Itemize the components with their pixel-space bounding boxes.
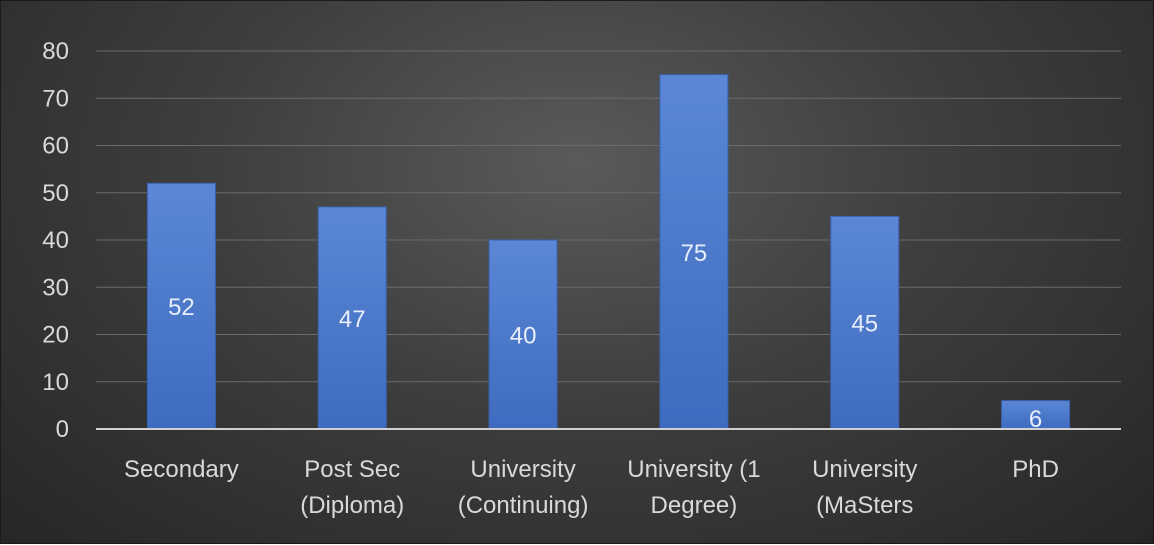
x-tick-label: (MaSters xyxy=(816,492,913,519)
x-tick-label: Secondary xyxy=(124,456,239,483)
data-label: 45 xyxy=(851,311,878,338)
bars xyxy=(146,74,1071,430)
y-axis-ticks: 0 10 20 30 40 50 60 70 80 xyxy=(42,38,69,443)
y-tick-label: 30 xyxy=(42,274,69,301)
x-axis-labels: Secondary Post Sec (Diploma) University (Con… xyxy=(124,456,1059,519)
x-tick-label: (Diploma) xyxy=(300,492,404,519)
x-tick-label: (Continuing) xyxy=(458,492,589,519)
bar xyxy=(146,182,216,430)
data-labels: 52 47 40 75 45 6 xyxy=(168,240,1042,433)
y-tick-label: 80 xyxy=(42,38,69,65)
y-tick-label: 20 xyxy=(42,322,69,349)
bar xyxy=(830,215,900,430)
x-tick-label: University xyxy=(812,456,917,483)
y-tick-label: 0 xyxy=(56,416,69,443)
y-tick-label: 40 xyxy=(42,227,69,254)
data-label: 47 xyxy=(339,306,366,333)
gridlines xyxy=(96,50,1121,383)
x-tick-label: Degree) xyxy=(651,492,738,519)
y-tick-label: 50 xyxy=(42,180,69,207)
x-tick-label: PhD xyxy=(1012,456,1059,483)
data-label: 52 xyxy=(168,294,195,321)
x-tick-label: University (1 xyxy=(627,456,760,483)
bar xyxy=(488,239,558,430)
bar xyxy=(317,206,387,430)
x-tick-label: University xyxy=(470,456,575,483)
y-tick-label: 60 xyxy=(42,133,69,160)
data-label: 75 xyxy=(681,240,708,267)
bar xyxy=(1001,400,1071,430)
bar xyxy=(659,74,729,430)
data-label: 40 xyxy=(510,323,537,350)
x-tick-label: Post Sec xyxy=(304,456,400,483)
data-label: 6 xyxy=(1029,406,1042,433)
y-tick-label: 70 xyxy=(42,85,69,112)
y-tick-label: 10 xyxy=(42,369,69,396)
